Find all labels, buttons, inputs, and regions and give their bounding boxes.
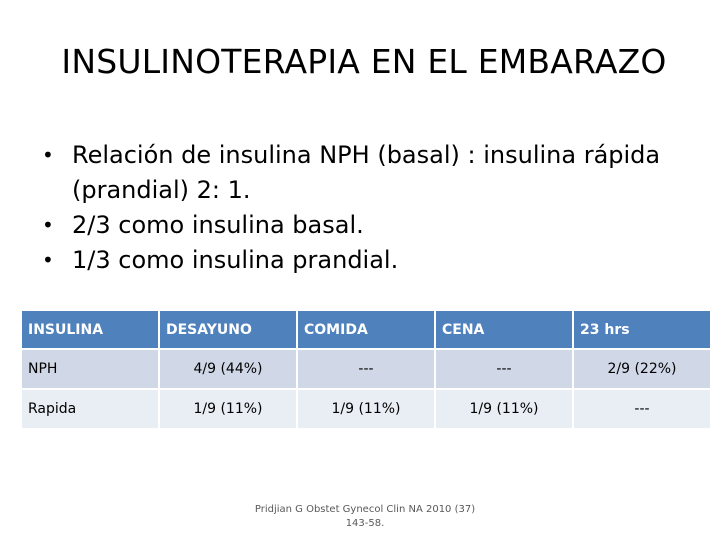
table-cell: --- xyxy=(572,388,712,430)
table-cell: NPH xyxy=(20,348,160,390)
header-cell: DESAYUNO xyxy=(158,309,298,350)
table-cell: 4/9 (44%) xyxy=(158,348,298,390)
bullet-item: • 2/3 como insulina basal. xyxy=(42,208,682,243)
bullet-icon: • xyxy=(42,248,54,272)
table-header-row: INSULINA DESAYUNO COMIDA CENA 23 hrs xyxy=(20,309,712,350)
header-cell: INSULINA xyxy=(20,309,160,350)
table-row: Rapida 1/9 (11%) 1/9 (11%) 1/9 (11%) --- xyxy=(20,388,712,430)
table-row: NPH 4/9 (44%) --- --- 2/9 (22%) xyxy=(20,348,712,390)
bullet-text: 2/3 como insulina basal. xyxy=(72,211,364,239)
bullet-list: • Relación de insulina NPH (basal) : insu… xyxy=(42,138,682,278)
table-cell: 1/9 (11%) xyxy=(158,388,298,430)
slide-title: INSULINOTERAPIA EN EL EMBARAZO xyxy=(61,42,667,81)
header-cell: 23 hrs xyxy=(572,309,712,350)
bullet-text: 1/3 como insulina prandial. xyxy=(72,246,399,274)
table-cell: 2/9 (22%) xyxy=(572,348,712,390)
bullet-item: • Relación de insulina NPH (basal) : insu… xyxy=(42,138,682,208)
header-cell: COMIDA xyxy=(296,309,436,350)
bullet-icon: • xyxy=(42,143,54,167)
header-cell: CENA xyxy=(434,309,574,350)
bullet-icon: • xyxy=(42,213,54,237)
table-cell: --- xyxy=(434,348,574,390)
insulin-table: INSULINA DESAYUNO COMIDA CENA 23 hrs NPH… xyxy=(20,309,712,430)
bullet-text: Relación de insulina NPH (basal) : insul… xyxy=(72,141,661,204)
table-cell: --- xyxy=(296,348,436,390)
table-cell: 1/9 (11%) xyxy=(434,388,574,430)
table-cell: 1/9 (11%) xyxy=(296,388,436,430)
source-citation: Pridjian G Obstet Gynecol Clin NA 2010 (… xyxy=(254,504,476,529)
table-cell: Rapida xyxy=(20,388,160,430)
bullet-item: • 1/3 como insulina prandial. xyxy=(42,243,682,278)
